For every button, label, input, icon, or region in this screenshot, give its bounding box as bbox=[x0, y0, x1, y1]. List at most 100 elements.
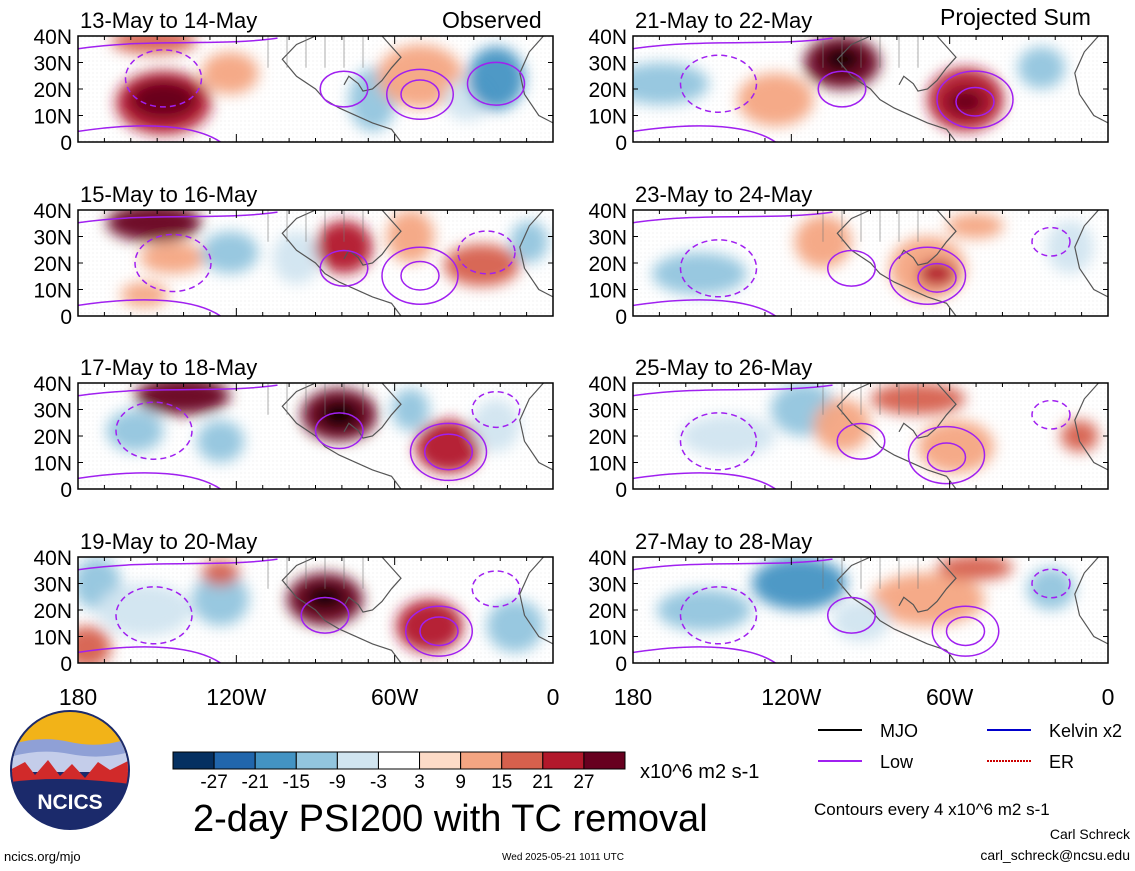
contour-line bbox=[1031, 226, 1071, 257]
anomaly-region bbox=[813, 398, 871, 452]
lat-tick-label: 10N bbox=[33, 627, 72, 650]
contour-line bbox=[78, 384, 278, 397]
anomaly-region bbox=[97, 583, 192, 637]
lat-tick-label: 0 bbox=[615, 653, 627, 676]
anomaly-region bbox=[106, 409, 164, 452]
contour-line bbox=[405, 605, 473, 657]
contour-line bbox=[1031, 568, 1071, 599]
map-panel: 17-May to 18-May 40N 30N 20N 10N 0 bbox=[33, 355, 554, 502]
lat-tick-label: 40N bbox=[33, 547, 72, 570]
colorbar-unit: x10^6 m2 s-1 bbox=[640, 761, 760, 783]
lon-tick-label: 60W bbox=[926, 684, 974, 710]
colorbar-tick-label: -9 bbox=[329, 772, 346, 793]
anomaly-region bbox=[751, 557, 847, 610]
coastline bbox=[519, 210, 553, 298]
anomaly-region bbox=[320, 402, 359, 428]
lat-tick-label: 40N bbox=[588, 373, 627, 396]
anomaly-region bbox=[946, 213, 1004, 239]
legend-label: Kelvin x2 bbox=[1049, 721, 1122, 741]
coastline bbox=[1074, 557, 1108, 645]
lat-tick-label: 40N bbox=[588, 200, 627, 223]
contour-line bbox=[633, 472, 776, 489]
lon-tick-label: 180 bbox=[59, 684, 97, 710]
colorbar-tick-label: -15 bbox=[283, 772, 310, 793]
coastline bbox=[343, 36, 402, 92]
lat-tick-label: 30N bbox=[588, 227, 627, 250]
lat-tick-label: 20N bbox=[33, 79, 72, 102]
contour-line bbox=[633, 299, 776, 316]
lat-tick-label: 40N bbox=[33, 373, 72, 396]
colorbar-swatch bbox=[213, 751, 256, 770]
colorbar-tick-label: 15 bbox=[491, 772, 512, 793]
map-panel: 13-May to 14-May 40N 30N 20N 10N 0 bbox=[33, 8, 554, 155]
lat-tick-label: 40N bbox=[588, 26, 627, 49]
anomaly-region bbox=[680, 414, 776, 458]
lat-tick-label: 0 bbox=[60, 132, 72, 155]
contour-line bbox=[931, 605, 1000, 657]
colorbar-tick-label: 3 bbox=[414, 772, 425, 793]
contour-line bbox=[817, 70, 867, 108]
colorbar-swatch bbox=[377, 751, 421, 770]
contour-line bbox=[78, 646, 221, 663]
lat-tick-label: 10N bbox=[33, 106, 72, 129]
anomaly-region bbox=[1027, 567, 1075, 610]
colorbar-swatch bbox=[254, 751, 297, 770]
contour-line bbox=[314, 412, 364, 450]
lat-tick-label: 0 bbox=[615, 306, 627, 329]
contour-line bbox=[679, 412, 758, 471]
lat-tick-label: 30N bbox=[33, 53, 72, 76]
anomaly-region bbox=[937, 557, 1013, 581]
colorbar-swatch bbox=[501, 751, 544, 770]
contour-line bbox=[115, 586, 193, 645]
legend-label: ER bbox=[1049, 752, 1074, 772]
contour-line bbox=[78, 299, 221, 316]
lat-tick-label: 0 bbox=[615, 479, 627, 502]
anomaly-region bbox=[472, 398, 520, 452]
lat-tick-label: 40N bbox=[33, 200, 72, 223]
lat-tick-label: 20N bbox=[588, 600, 627, 623]
contour-line bbox=[134, 233, 212, 293]
lat-tick-label: 10N bbox=[588, 106, 627, 129]
contour-line bbox=[419, 616, 459, 647]
contour-line bbox=[836, 422, 886, 460]
anomaly-region bbox=[396, 599, 463, 653]
anomaly-region bbox=[946, 89, 985, 115]
anomaly-region bbox=[78, 625, 112, 663]
author-name: Carl Schreck bbox=[1049, 826, 1130, 842]
panel-period-label: 25-May to 26-May bbox=[635, 355, 812, 380]
lat-tick-label: 10N bbox=[33, 453, 72, 476]
anomaly-region bbox=[832, 599, 890, 642]
anomaly-region bbox=[1017, 46, 1066, 89]
anomaly-region bbox=[737, 73, 814, 127]
anomaly-region bbox=[120, 282, 169, 308]
anomaly-region bbox=[486, 599, 544, 653]
contour-line bbox=[633, 125, 776, 142]
coastline bbox=[898, 557, 957, 613]
contour-line bbox=[471, 390, 521, 429]
contour-line bbox=[888, 246, 967, 305]
lon-tick-label: 60W bbox=[371, 684, 419, 710]
contour-line bbox=[679, 54, 758, 113]
anomaly-region bbox=[918, 420, 994, 474]
contour-line bbox=[115, 401, 193, 460]
lat-tick-label: 40N bbox=[33, 26, 72, 49]
footer-url[interactable]: ncics.org/mjo bbox=[4, 849, 81, 864]
contour-line bbox=[381, 246, 459, 305]
contour-line bbox=[457, 230, 516, 275]
colorbar-swatch bbox=[460, 751, 503, 770]
colorbar-swatch bbox=[295, 751, 338, 770]
contour-line bbox=[409, 422, 488, 482]
colorbar-swatch bbox=[172, 751, 215, 770]
contour-line bbox=[936, 70, 1014, 129]
coastline bbox=[519, 383, 553, 471]
lat-tick-label: 10N bbox=[588, 627, 627, 650]
colorbar-tick-label: 21 bbox=[532, 772, 553, 793]
contour-line bbox=[679, 239, 758, 298]
coastline bbox=[898, 36, 957, 92]
author-email[interactable]: carl_schreck@ncsu.edu bbox=[980, 847, 1130, 863]
lon-tick-label: 180 bbox=[614, 684, 652, 710]
coastline bbox=[1074, 36, 1108, 124]
anomaly-region bbox=[201, 560, 240, 586]
coastline bbox=[898, 210, 957, 266]
